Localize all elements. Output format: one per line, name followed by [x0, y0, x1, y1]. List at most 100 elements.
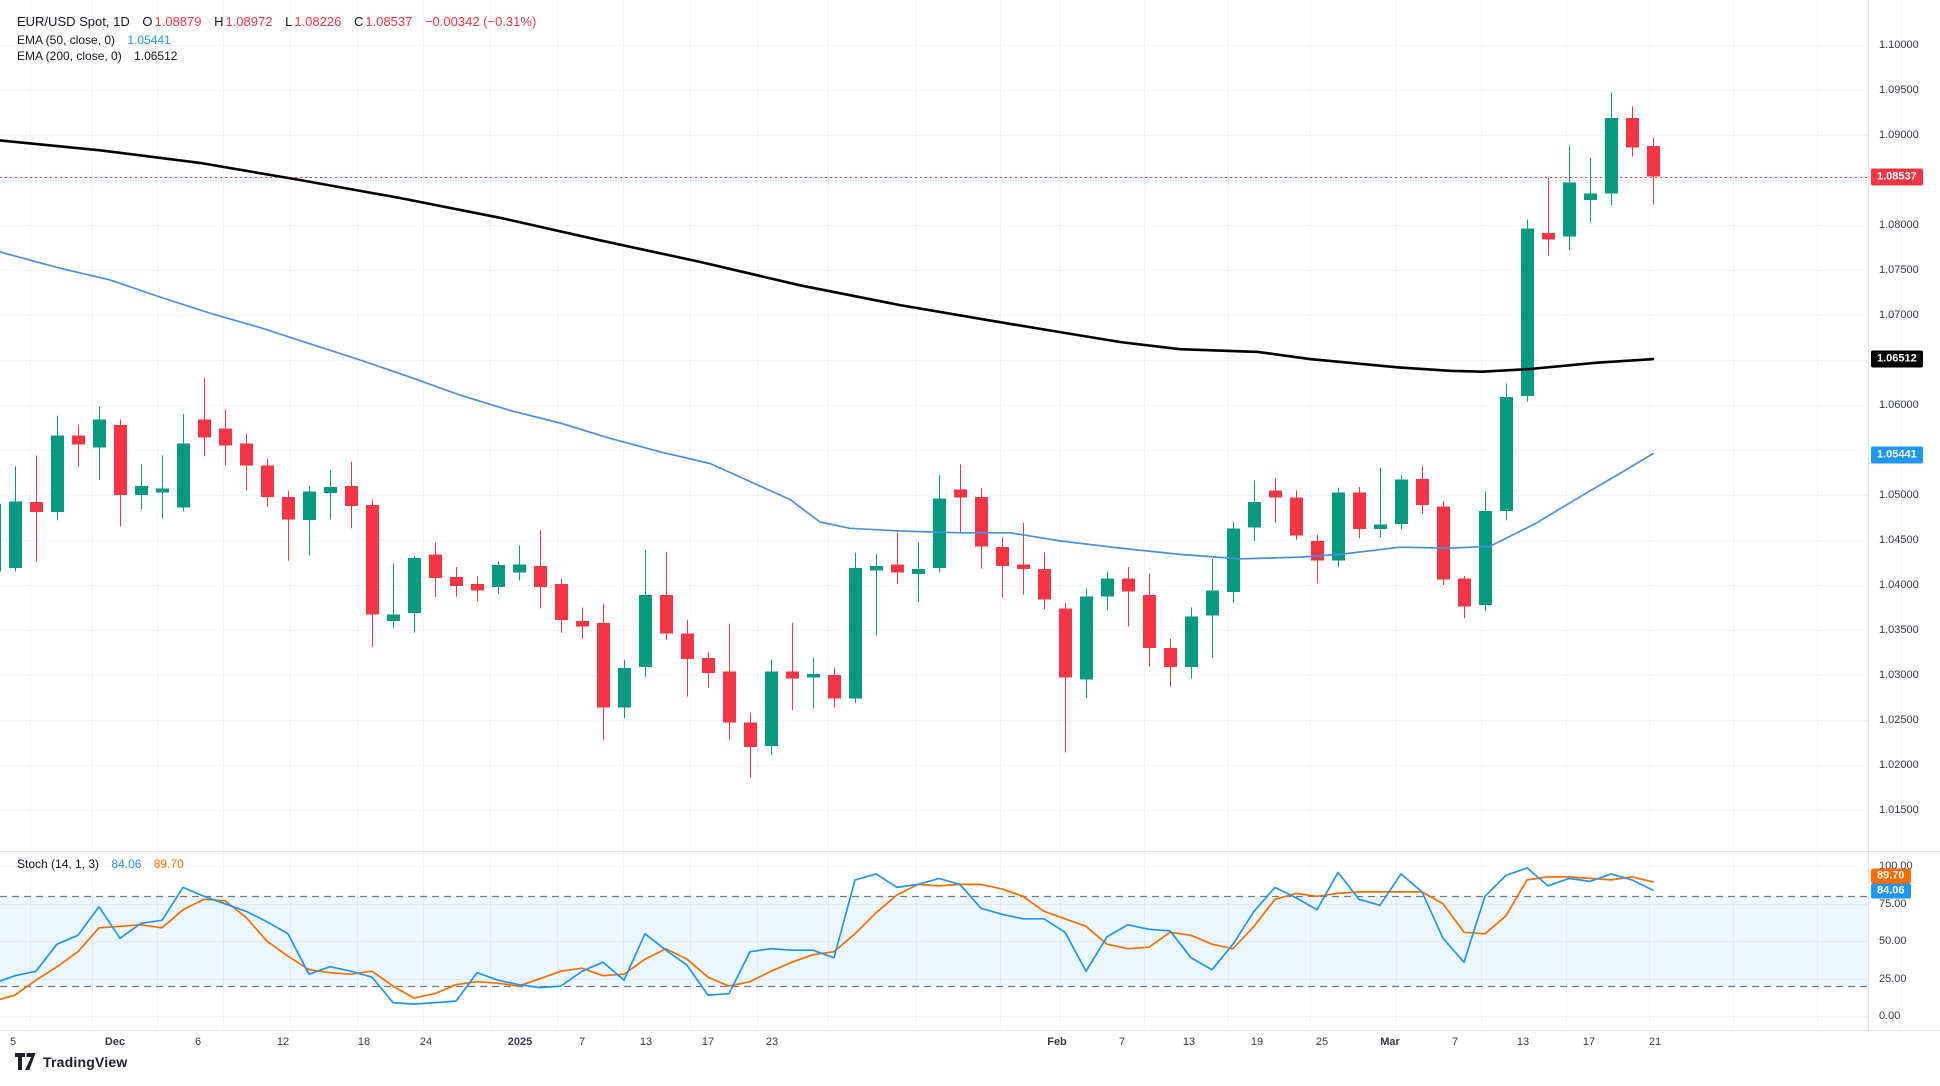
candle — [282, 490, 295, 561]
stoch-band — [0, 896, 1868, 987]
candle-body — [912, 568, 925, 575]
candle-body — [72, 435, 85, 445]
candle-body — [30, 502, 43, 513]
candle — [408, 556, 421, 633]
candle-body — [1437, 506, 1450, 580]
tradingview-watermark[interactable]: TradingView — [15, 1052, 127, 1071]
candle — [618, 659, 631, 719]
candle-body — [1395, 479, 1408, 524]
candle-body — [198, 419, 211, 438]
candle — [135, 464, 148, 510]
candle — [744, 712, 757, 778]
candle-body — [681, 633, 694, 659]
time-axis-label: 24 — [419, 1036, 433, 1048]
time-axis-label: 17 — [701, 1036, 715, 1048]
candle-body — [1647, 145, 1660, 177]
low-label: L — [285, 14, 293, 29]
candle — [681, 620, 694, 697]
candle-body — [828, 675, 841, 699]
candle — [1647, 137, 1660, 205]
candle-body — [1164, 648, 1177, 667]
candle-body — [891, 564, 904, 573]
candle — [555, 578, 568, 633]
candle — [1458, 576, 1471, 619]
price-axis-label: 1.02000 — [1879, 759, 1919, 771]
candle-body — [1227, 528, 1240, 593]
candle — [366, 499, 379, 648]
candle — [723, 623, 736, 740]
candle — [1185, 607, 1198, 679]
candle-body — [1521, 228, 1534, 396]
candle-body — [156, 488, 169, 493]
time-axis-label: 13 — [1182, 1036, 1196, 1048]
candle — [1269, 477, 1282, 523]
candle — [1395, 475, 1408, 530]
candle-body — [534, 566, 547, 587]
candle — [219, 409, 232, 466]
time-axis-label: 2025 — [507, 1036, 533, 1048]
candle — [1311, 534, 1324, 584]
candle-body — [1584, 193, 1597, 200]
candle-body — [618, 667, 631, 708]
candle-body — [996, 547, 1009, 567]
candle — [807, 657, 820, 709]
candle — [324, 469, 337, 520]
candle — [1500, 383, 1513, 521]
price-axis-label: 1.03500 — [1879, 624, 1919, 636]
price-axis-label: 1.04000 — [1879, 579, 1919, 591]
candle-body — [849, 567, 862, 699]
candle — [891, 532, 904, 585]
pane-separator-handle[interactable] — [0, 849, 1868, 853]
candle-body — [345, 486, 358, 506]
candle — [429, 541, 442, 597]
time-axis-label: 25 — [1315, 1036, 1329, 1048]
time-axis-label: 17 — [1582, 1036, 1596, 1048]
candle — [114, 419, 127, 527]
candle-body — [513, 564, 526, 573]
candle-body — [1416, 478, 1429, 505]
candle-body — [219, 428, 232, 446]
candle-body — [114, 424, 127, 495]
high-value: 1.08972 — [225, 14, 273, 29]
candle-body — [954, 489, 967, 498]
candle-body — [1500, 396, 1513, 512]
stoch-axis-label: 75.00 — [1879, 898, 1907, 910]
candle-body — [1332, 492, 1345, 561]
symbol-legend-row[interactable]: EUR/USD Spot, 1D O 1.08879 H 1.08972 L 1.08… — [17, 14, 536, 29]
candle-body — [1479, 511, 1492, 605]
candle — [1227, 522, 1240, 603]
price-axis-label: 1.05000 — [1879, 489, 1919, 501]
candle — [1437, 501, 1450, 585]
stoch-k-badge: 84.06 — [1871, 883, 1911, 899]
candle — [93, 406, 106, 480]
time-axis-label: 19 — [1250, 1036, 1264, 1048]
ema50-legend-row[interactable]: EMA (50, close, 0) 1.05441 — [17, 33, 171, 47]
open-label: O — [142, 14, 153, 29]
time-axis-label: 13 — [639, 1036, 653, 1048]
candle — [954, 464, 967, 533]
ema200-legend-row[interactable]: EMA (200, close, 0) 1.06512 — [17, 49, 177, 63]
ema50-value: 1.05441 — [127, 33, 171, 47]
candle — [1101, 571, 1114, 611]
candle — [1143, 573, 1156, 667]
candle-body — [576, 621, 589, 627]
candle — [639, 549, 652, 677]
candle — [261, 459, 274, 507]
candle-body — [1185, 616, 1198, 667]
candle — [1605, 92, 1618, 206]
candle — [1479, 491, 1492, 612]
candle-body — [1626, 117, 1639, 148]
candle-body — [1269, 490, 1282, 498]
candle-body — [387, 614, 400, 621]
candle — [1374, 468, 1387, 538]
time-axis-label: 5 — [9, 1036, 17, 1048]
candle — [828, 667, 841, 708]
candle — [1353, 486, 1366, 539]
stoch-legend-row[interactable]: Stoch (14, 1, 3) 84.06 89.70 — [17, 857, 184, 871]
candle-body — [1374, 524, 1387, 530]
symbol-title: EUR/USD Spot, 1D — [17, 14, 130, 29]
candle-body — [597, 622, 610, 708]
price-axis-label: 1.08000 — [1879, 219, 1919, 231]
candle-body — [1248, 502, 1261, 528]
